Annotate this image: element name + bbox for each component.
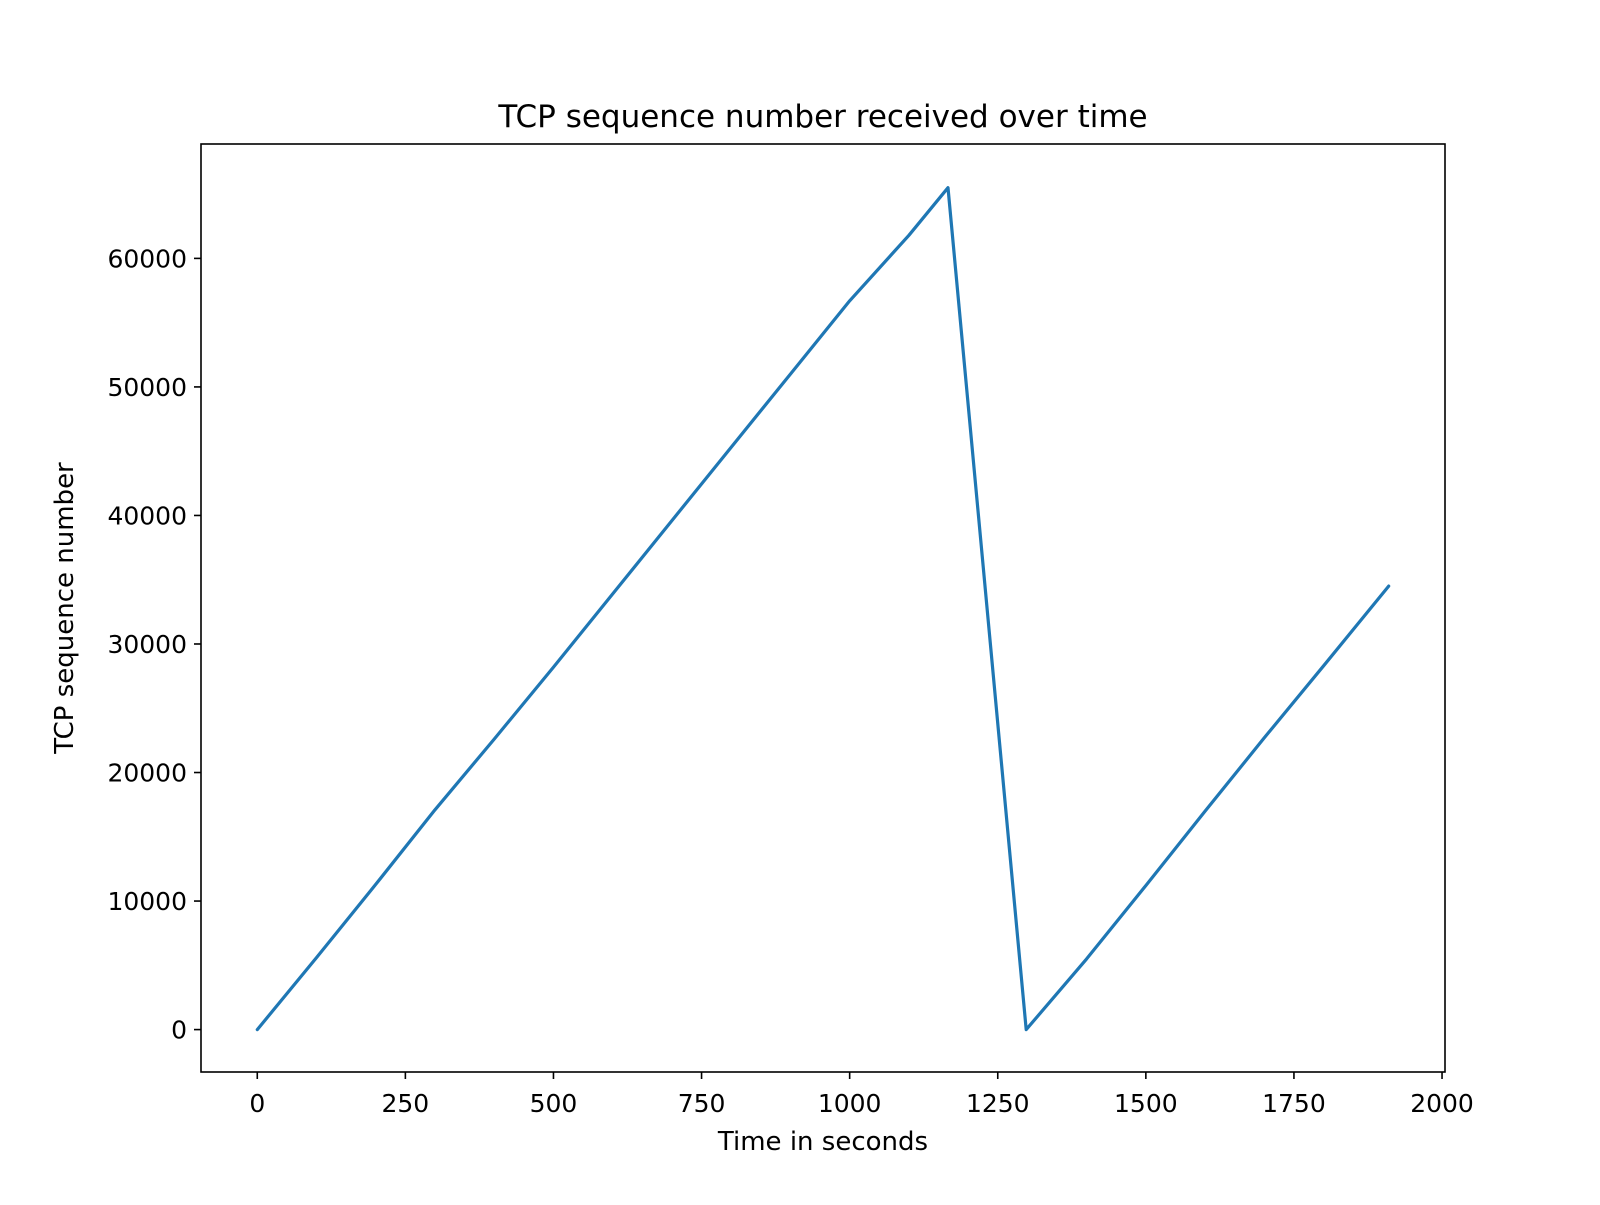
series-line [255,186,1391,1032]
y-axis: 0 10000 20000 30000 40000 50000 60000 [107,244,201,1045]
y-tick-label: 20000 [107,759,187,788]
x-axis-label: Time in seconds [717,1127,928,1157]
y-tick-label: 30000 [107,630,187,659]
plot-frame [200,143,1446,1073]
y-tick-label: 0 [171,1016,187,1045]
y-tick-label: 50000 [107,373,187,402]
x-tick-label: 0 [249,1089,265,1118]
x-tick-label: 2000 [1410,1089,1474,1118]
y-tick-label: 10000 [107,887,187,916]
x-tick-label: 1750 [1262,1089,1326,1118]
x-tick-label: 1000 [818,1089,882,1118]
y-axis-label: TCP sequence number [50,462,80,755]
y-tick-label: 60000 [107,244,187,273]
y-tick-label: 40000 [107,501,187,530]
x-tick-label: 1250 [966,1089,1030,1118]
x-tick-label: 1500 [1114,1089,1178,1118]
x-tick-label: 750 [678,1089,726,1118]
chart-title: TCP sequence number received over time [497,99,1147,135]
x-tick-label: 250 [382,1089,430,1118]
x-axis: 0 250 500 750 1000 1250 1500 1750 2000 [249,1072,1474,1118]
x-tick-label: 500 [530,1089,578,1118]
